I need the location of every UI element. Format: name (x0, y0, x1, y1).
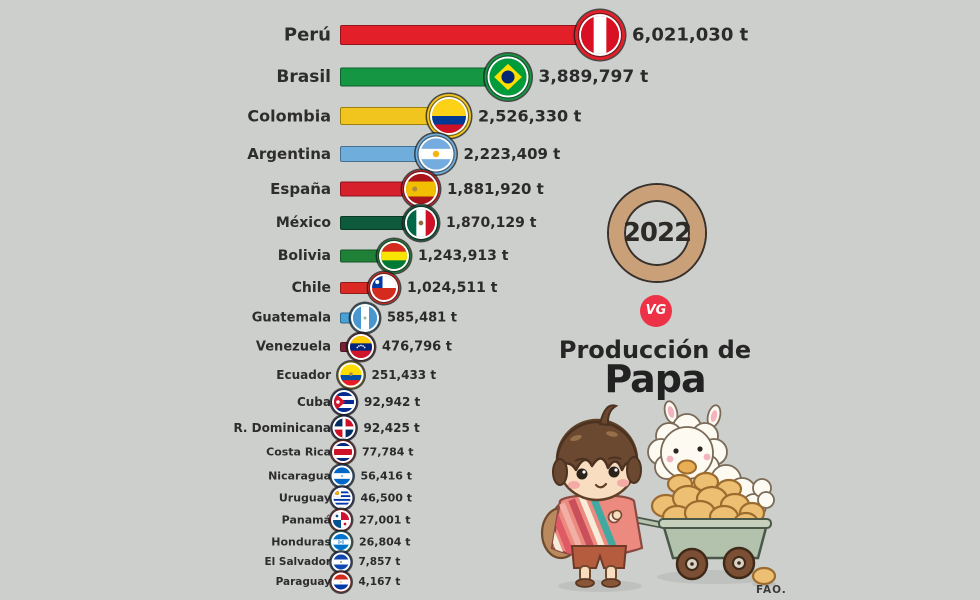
country-value-cuba: 92,942 t (364, 395, 421, 409)
flag-icon-bolivia (381, 243, 407, 269)
flag-icon-guatemala (353, 306, 377, 330)
country-label-nicaragua: Nicaragua (268, 469, 331, 483)
country-label-per-: Perú (283, 24, 331, 46)
country-value-bolivia: 1,243,913 t (418, 248, 509, 264)
country-flag-ring-bolivia (377, 239, 411, 273)
country-value-chile: 1,024,511 t (407, 280, 498, 296)
country-label-bolivia: Bolivia (277, 248, 331, 264)
source-credit: FAO. (756, 584, 787, 596)
chart-title-line1: Producción de (558, 336, 752, 364)
flag-icon-brasil (489, 58, 527, 96)
country-value-paraguay: 4,167 t (358, 576, 401, 588)
country-value-costa-rica: 77,784 t (362, 445, 414, 459)
country-bar-brasil (340, 67, 508, 87)
flag-icon-r-dominicana (334, 418, 354, 438)
country-label-espa-a: España (270, 180, 331, 198)
country-label-r-dominicana: R. Dominicana (233, 421, 331, 435)
country-value-ecuador: 251,433 t (371, 368, 437, 382)
flag-icon-cuba (334, 392, 354, 412)
chart-title-line2: Papa (604, 357, 706, 401)
flag-icon-panam- (333, 512, 349, 528)
country-label-m-xico: México (275, 215, 331, 231)
flag-icon-argentina (420, 138, 452, 170)
country-value-r-dominicana: 92,425 t (363, 421, 420, 435)
country-flag-ring-cuba (331, 389, 357, 415)
country-value-honduras: 26,804 t (359, 535, 411, 549)
flag-icon-costa-rica (334, 443, 352, 461)
country-label-honduras: Honduras (271, 535, 331, 549)
country-label-brasil: Brasil (276, 67, 331, 87)
flag-icon-uruguay (333, 489, 351, 507)
country-flag-ring-costa-rica (331, 440, 355, 464)
country-flag-ring-paraguay (330, 571, 352, 593)
country-flag-ring-m-xico (403, 205, 439, 241)
country-flag-ring-brasil (484, 53, 532, 101)
country-flag-ring-panam- (330, 509, 352, 531)
flag-icon-colombia (432, 99, 466, 133)
country-value-nicaragua: 56,416 t (360, 469, 413, 483)
flag-icon-ecuador (340, 364, 362, 386)
country-label-chile: Chile (291, 280, 331, 296)
country-value-panam-: 27,001 t (359, 513, 411, 527)
country-label-guatemala: Guatemala (251, 310, 331, 326)
country-flag-ring-r-dominicana (331, 415, 357, 441)
country-flag-ring-ecuador (337, 361, 365, 389)
country-label-colombia: Colombia (247, 106, 331, 126)
country-label-paraguay: Paraguay (275, 576, 331, 588)
flag-icon-chile (372, 276, 396, 300)
country-flag-ring-colombia (427, 94, 471, 138)
vg-logo-icon: VG (640, 295, 672, 327)
country-flag-ring-chile (368, 272, 400, 304)
country-value-espa-a: 1,881,920 t (447, 180, 544, 198)
country-label-argentina: Argentina (247, 145, 331, 163)
flag-icon-nicaragua (333, 467, 351, 485)
flag-icon-paraguay (333, 574, 349, 590)
country-flag-ring-honduras (330, 531, 352, 553)
country-value-brasil: 3,889,797 t (538, 67, 649, 87)
country-value-el-salvador: 7,857 t (358, 556, 401, 568)
illustration-boy-alpaca-potato-cart (540, 400, 777, 592)
country-label-ecuador: Ecuador (276, 368, 331, 382)
country-flag-ring-argentina (415, 133, 457, 175)
country-flag-ring-uruguay (330, 486, 354, 510)
country-flag-ring-per- (575, 10, 625, 60)
flag-icon-m-xico (407, 209, 435, 237)
country-flag-ring-el-salvador (330, 551, 352, 573)
country-flag-ring-venezuela (347, 333, 375, 361)
country-label-el-salvador: El Salvador (264, 556, 331, 568)
country-label-cuba: Cuba (296, 395, 331, 409)
flag-icon-venezuela (350, 336, 372, 358)
country-bar-per- (340, 25, 600, 45)
flag-icon-el-salvador (333, 554, 349, 570)
country-label-uruguay: Uruguay (278, 491, 331, 505)
country-label-panam-: Panamá (281, 513, 331, 527)
country-value-argentina: 2,223,409 t (463, 145, 561, 163)
flag-icon-espa-a (406, 174, 436, 204)
flag-icon-honduras (333, 534, 349, 550)
country-flag-ring-nicaragua (330, 464, 354, 488)
country-value-m-xico: 1,870,129 t (446, 215, 537, 231)
country-label-venezuela: Venezuela (255, 339, 331, 355)
country-label-costa-rica: Costa Rica (266, 445, 331, 459)
country-value-venezuela: 476,796 t (382, 339, 452, 355)
country-value-per-: 6,021,030 t (632, 24, 749, 46)
country-value-uruguay: 46,500 t (360, 491, 413, 505)
country-flag-ring-guatemala (350, 303, 380, 333)
year-label: 2022 (622, 218, 692, 248)
flag-icon-per- (581, 16, 619, 54)
country-value-guatemala: 585,481 t (387, 310, 457, 326)
country-value-colombia: 2,526,330 t (478, 106, 582, 126)
country-flag-ring-espa-a (402, 170, 440, 208)
